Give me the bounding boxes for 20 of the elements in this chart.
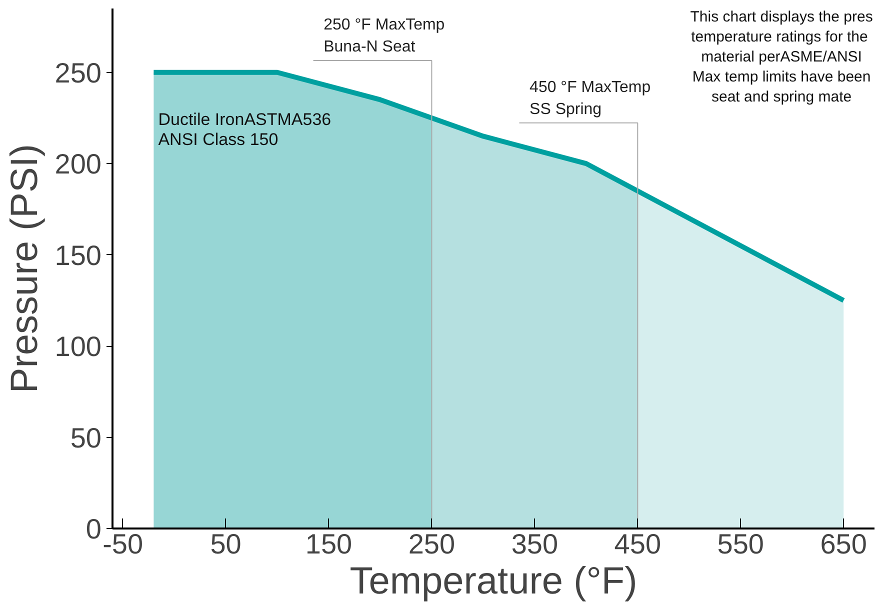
y-tick-label: 150 [54,240,102,271]
y-tick-label: 0 [86,514,102,544]
x-axis-title: Temperature (°F) [350,560,638,602]
annotation: This chart displays the pres temperature ratings for the material perASME/ANSI Max temp limits have been seat and spring mate [690,8,873,106]
x-tick-label: 450 [614,528,662,560]
y-tick-label: 50 [70,422,102,454]
x-tick-label: 150 [305,528,352,560]
y-tick-label: 100 [54,331,102,362]
x-tick-label: 250 [408,528,456,560]
annotation: Ductile IronASTMA536 ANSI Class 150 [158,110,332,149]
ref-line-label: 250 °F MaxTemp Buna-N Seat [324,16,445,56]
y-tick-label: 250 [54,57,102,88]
x-tick-label: 350 [511,528,558,560]
x-tick-label: 650 [820,528,867,560]
y-tick-label: 200 [54,148,102,180]
ref-line-label: 450 °F MaxTemp SS Spring [530,78,651,118]
x-tick-label: -50 [102,528,144,560]
x-tick-label: 50 [210,528,242,560]
y-axis-title: Pressure (PSI) [4,144,46,394]
x-tick-label: 550 [717,528,764,560]
